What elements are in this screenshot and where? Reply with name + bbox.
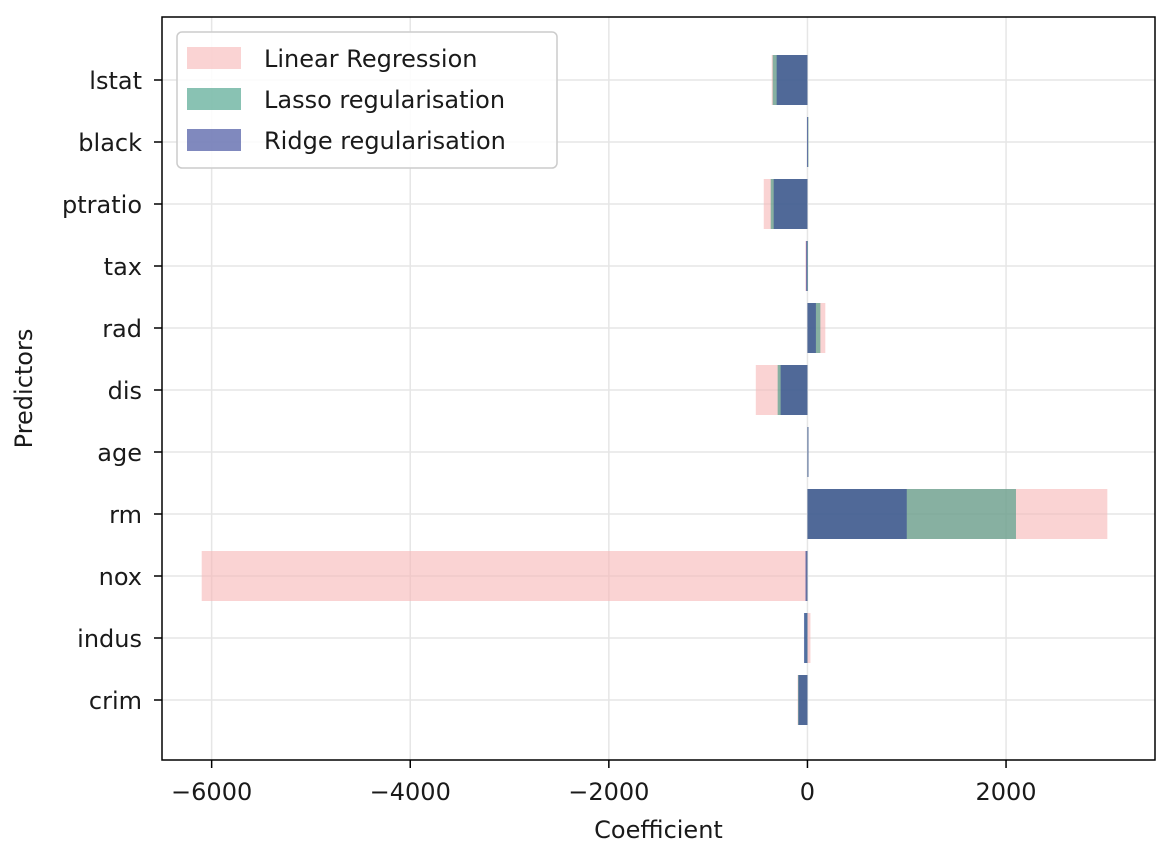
y-tick-label-crim: crim	[89, 687, 142, 715]
bar-ridge-regularisation-dis	[780, 365, 808, 415]
y-tick-label-nox: nox	[99, 563, 142, 591]
y-tick-label-rad: rad	[102, 315, 142, 343]
legend-swatch	[187, 129, 241, 151]
y-tick-label-rm: rm	[109, 501, 142, 529]
x-tick-label: −4000	[370, 778, 451, 806]
plot-area-frame	[161, 16, 1156, 761]
legend-swatch	[187, 88, 241, 110]
x-axis-label: Coefficient	[594, 816, 723, 844]
bar-ridge-regularisation-ptratio	[773, 179, 808, 229]
y-tick-label-black: black	[78, 129, 142, 157]
bar-lasso-regularisation-tax	[806, 241, 808, 291]
y-tick-label-ptratio: ptratio	[62, 191, 142, 219]
bar-ridge-regularisation-rm	[807, 489, 907, 539]
y-tick-label-age: age	[97, 439, 142, 467]
legend-label: Ridge regularisation	[264, 127, 506, 155]
legend-box	[176, 31, 558, 169]
bar-ridge-regularisation-nox	[805, 551, 808, 601]
y-tick-label-tax: tax	[104, 253, 142, 281]
bar-ridge-regularisation-rad	[807, 303, 816, 353]
x-tick-label: −6000	[171, 778, 252, 806]
legend: Linear Regression Lasso regularisation Rid…	[176, 31, 558, 169]
bar-ridge-regularisation-tax	[805, 241, 808, 291]
legend-swatch	[187, 47, 241, 69]
bar-ridge-regularisation-age	[807, 427, 809, 477]
bars	[201, 55, 1108, 725]
y-tick-label-dis: dis	[108, 377, 142, 405]
bar-linear-regression-indus	[807, 613, 811, 663]
x-tick-label: 0	[800, 778, 815, 806]
x-tick-label: 2000	[976, 778, 1037, 806]
x-tick-label: −2000	[568, 778, 649, 806]
y-tick-label-lstat: lstat	[89, 67, 142, 95]
bar-ridge-regularisation-black	[806, 117, 808, 167]
bar-ridge-regularisation-lstat	[776, 55, 808, 105]
bar-linear-regression-nox	[201, 551, 808, 601]
axis-ticks: −6000 −4000 −2000 0 2000 crim indus nox rm age dis…	[62, 67, 1037, 806]
y-axis-label: Predictors	[10, 329, 38, 449]
bar-ridge-regularisation-crim	[798, 675, 808, 725]
legend-label: Linear Regression	[264, 45, 478, 73]
bar-ridge-regularisation-indus	[803, 613, 808, 663]
y-tick-label-indus: indus	[77, 625, 142, 653]
legend-label: Lasso regularisation	[264, 86, 505, 114]
